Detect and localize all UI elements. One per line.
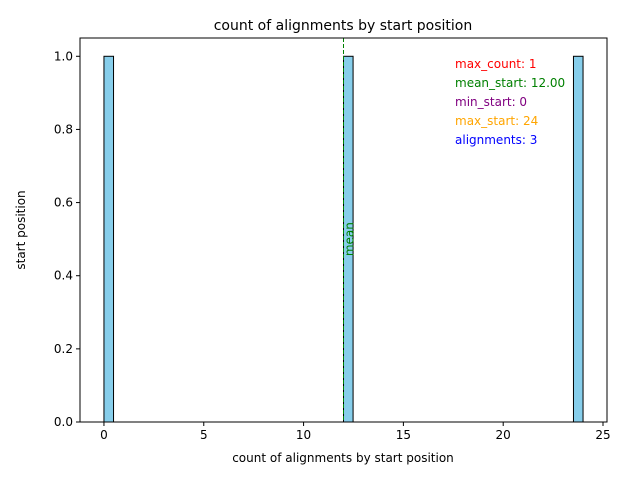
stat-annotation-1: mean_start: 12.00 — [455, 76, 565, 90]
x-tick-label: 5 — [200, 428, 208, 442]
x-tick-label: 15 — [396, 428, 411, 442]
plot-frame — [79, 37, 608, 423]
plot-area: mean — [103, 38, 584, 423]
y-tick-label: 1.0 — [54, 49, 73, 63]
stat-annotation-3: max_start: 24 — [455, 114, 538, 128]
mean-line-label: mean — [343, 222, 357, 256]
x-tick-label: 10 — [296, 428, 311, 442]
x-tick-label: 0 — [100, 428, 108, 442]
stat-annotation-4: alignments: 3 — [455, 133, 537, 147]
x-tick-label: 25 — [595, 428, 610, 442]
histogram-bar-0 — [103, 55, 115, 423]
x-tick-label: 20 — [496, 428, 511, 442]
x-axis-label: count of alignments by start position — [232, 451, 454, 465]
stats-annotations: max_count: 1 mean_start: 12.00 min_start: … — [455, 57, 565, 147]
x-axis: 0 5 10 15 20 25 — [100, 422, 611, 442]
y-axis: 0.0 0.2 0.4 0.6 0.8 1.0 — [54, 49, 80, 429]
y-axis-label: start position — [14, 190, 28, 269]
stat-annotation-2: min_start: 0 — [455, 95, 527, 109]
y-tick-label: 0.4 — [54, 269, 73, 283]
y-tick-label: 0.0 — [54, 415, 73, 429]
y-tick-label: 0.6 — [54, 196, 73, 210]
chart-title: count of alignments by start position — [214, 18, 473, 34]
stat-annotation-0: max_count: 1 — [455, 57, 537, 71]
y-tick-label: 0.8 — [54, 122, 73, 136]
y-tick-label: 0.2 — [54, 342, 73, 356]
histogram-bar-2 — [572, 55, 584, 423]
